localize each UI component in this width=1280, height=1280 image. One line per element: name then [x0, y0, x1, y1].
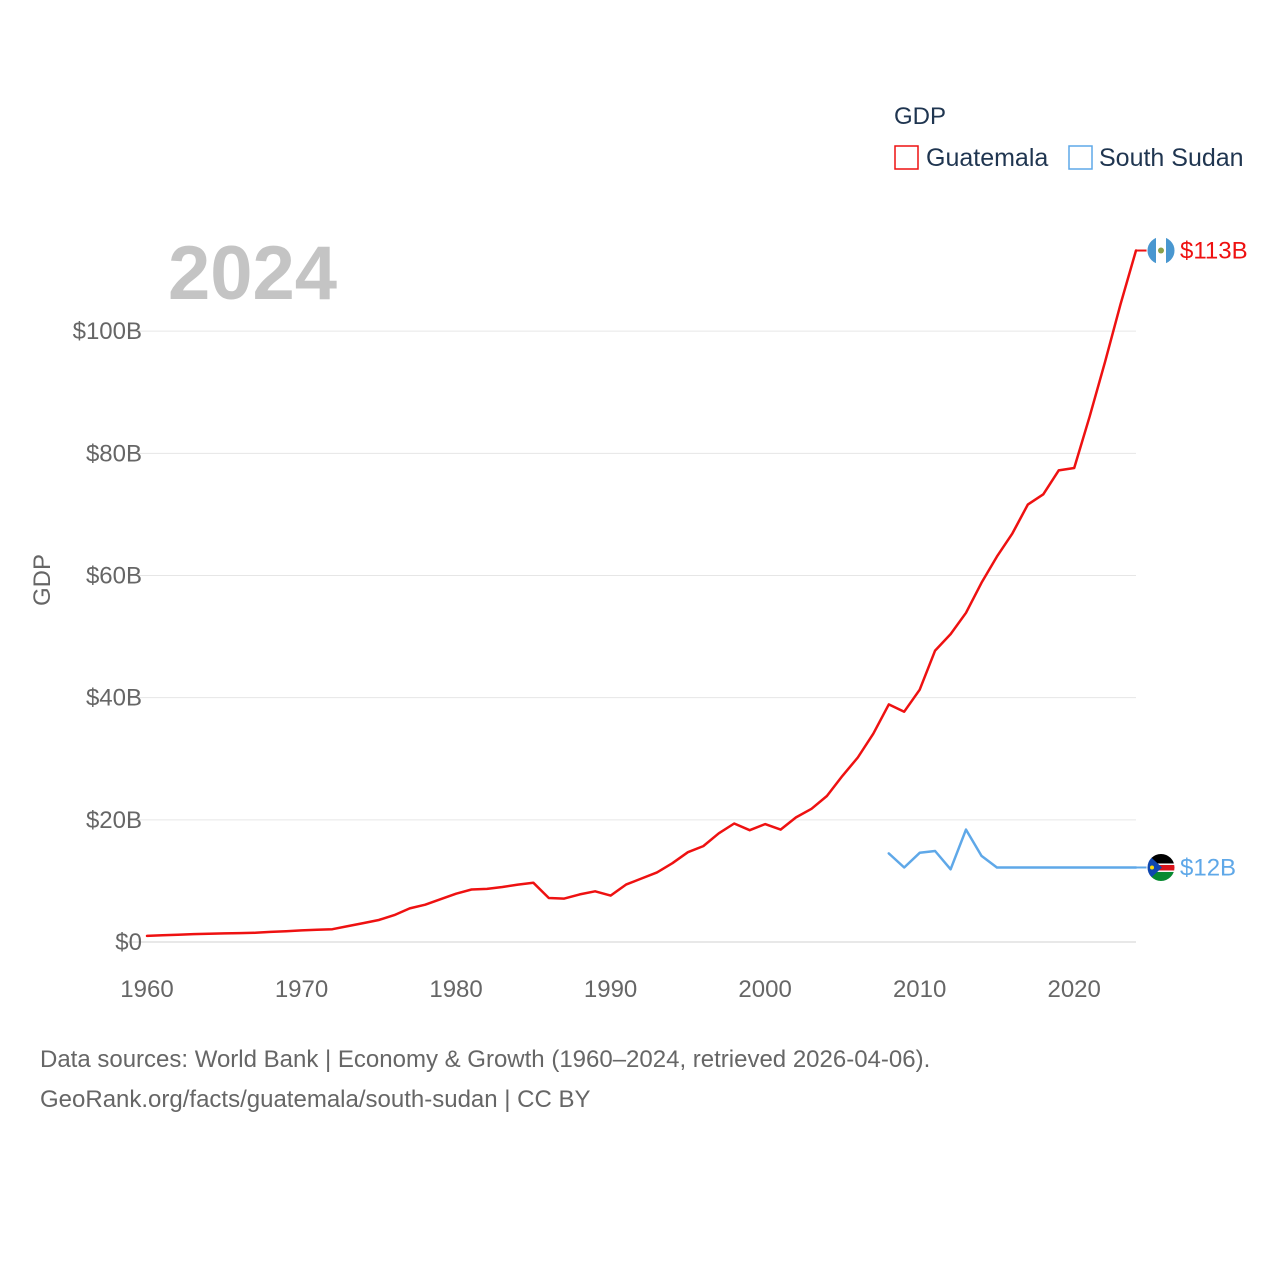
y-tick-label: $100B — [73, 318, 142, 345]
legend-label-south-sudan: South Sudan — [1099, 144, 1244, 172]
series-line-guatemala[interactable] — [145, 249, 1138, 938]
legend-swatch-south-sudan — [1068, 145, 1093, 170]
south-sudan-flag-icon — [1146, 852, 1176, 882]
y-tick-label: $40B — [86, 685, 142, 712]
y-tick-label: $80B — [86, 440, 142, 467]
x-tick-label: 1980 — [429, 976, 482, 1003]
gdp-line-chart: $0 $20B $40B $60B $80B $100B 1960 1970 1980 1990 2… — [29, 103, 1248, 1003]
footer-attribution-link[interactable]: GeoRank.org/facts/guatemala/south-sudan … — [40, 1086, 591, 1113]
end-value-label-guatemala: $113B — [1180, 238, 1248, 265]
x-tick-label: 2020 — [1047, 976, 1100, 1003]
footer-data-sources: Data sources: World Bank | Economy & Gro… — [40, 1046, 931, 1073]
y-tick-label: $0 — [115, 929, 142, 956]
axes: $0 $20B $40B $60B $80B $100B 1960 1970 1980 1990 2… — [73, 318, 1101, 1003]
y-tick-label: $20B — [86, 807, 142, 834]
x-tick-label: 1960 — [120, 976, 173, 1003]
y-tick-label: $60B — [86, 563, 142, 590]
legend-item-guatemala[interactable]: Guatemala — [894, 144, 1048, 172]
x-tick-label: 2000 — [738, 976, 791, 1003]
legend-swatch-guatemala — [894, 145, 919, 170]
x-tick-label: 2010 — [893, 976, 946, 1003]
legend-label-guatemala: Guatemala — [926, 144, 1048, 172]
x-tick-label: 1970 — [275, 976, 328, 1003]
legend-title: GDP — [894, 103, 946, 130]
year-watermark: 2024 — [168, 231, 337, 316]
legend[interactable]: GDP Guatemala South Sudan — [894, 103, 1244, 172]
guatemala-flag-icon — [1146, 236, 1176, 266]
footer: Data sources: World Bank | Economy & Gro… — [40, 1040, 930, 1120]
end-value-label-south-sudan: $12B — [1180, 854, 1236, 881]
series-lines — [145, 249, 1138, 938]
y-axis-title: GDP — [29, 554, 56, 606]
series-endpoints: $113B $12B — [1136, 236, 1248, 882]
gridlines — [128, 330, 1136, 943]
series-line-south-sudan[interactable] — [887, 828, 1138, 871]
x-tick-label: 1990 — [584, 976, 637, 1003]
legend-item-south-sudan[interactable]: South Sudan — [1068, 144, 1244, 172]
